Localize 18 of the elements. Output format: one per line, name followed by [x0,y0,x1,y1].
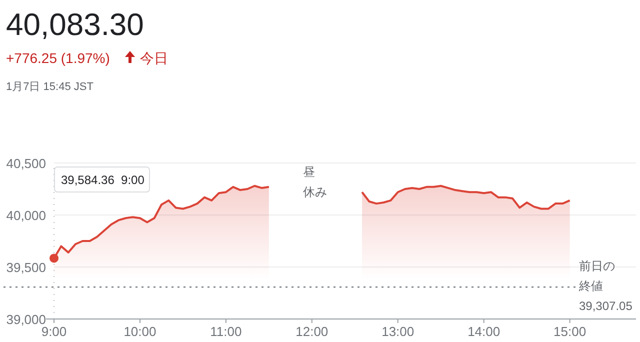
chart-title: 40,083.30 [6,7,144,42]
x-tick-label: 10:00 [124,324,156,339]
x-tick-label: 13:00 [382,324,414,339]
x-tick-label: 11:00 [210,324,242,339]
y-tick-label: 40,000 [6,208,46,223]
text: 今日 [140,50,168,66]
y-tick-label: 39,500 [6,260,46,275]
x-tick-label: 14:00 [468,324,500,339]
y-tick-label: 40,500 [6,156,46,171]
y-tick-label: 39,000 [6,312,46,327]
x-tick-label: 15:00 [554,324,586,339]
annotation: 39,584.36 9:00 [61,173,145,187]
ref-line-label: 前日の終値39,307.05 [578,259,633,314]
x-tick-label: 12:00 [296,324,328,339]
annotation: 昼休み [303,165,327,199]
x-tick-label: 9:00 [41,324,67,339]
text: 1月7日 15:45 JST [6,81,94,93]
chart-subtitle: +776.25 (1.97%) [6,50,110,66]
